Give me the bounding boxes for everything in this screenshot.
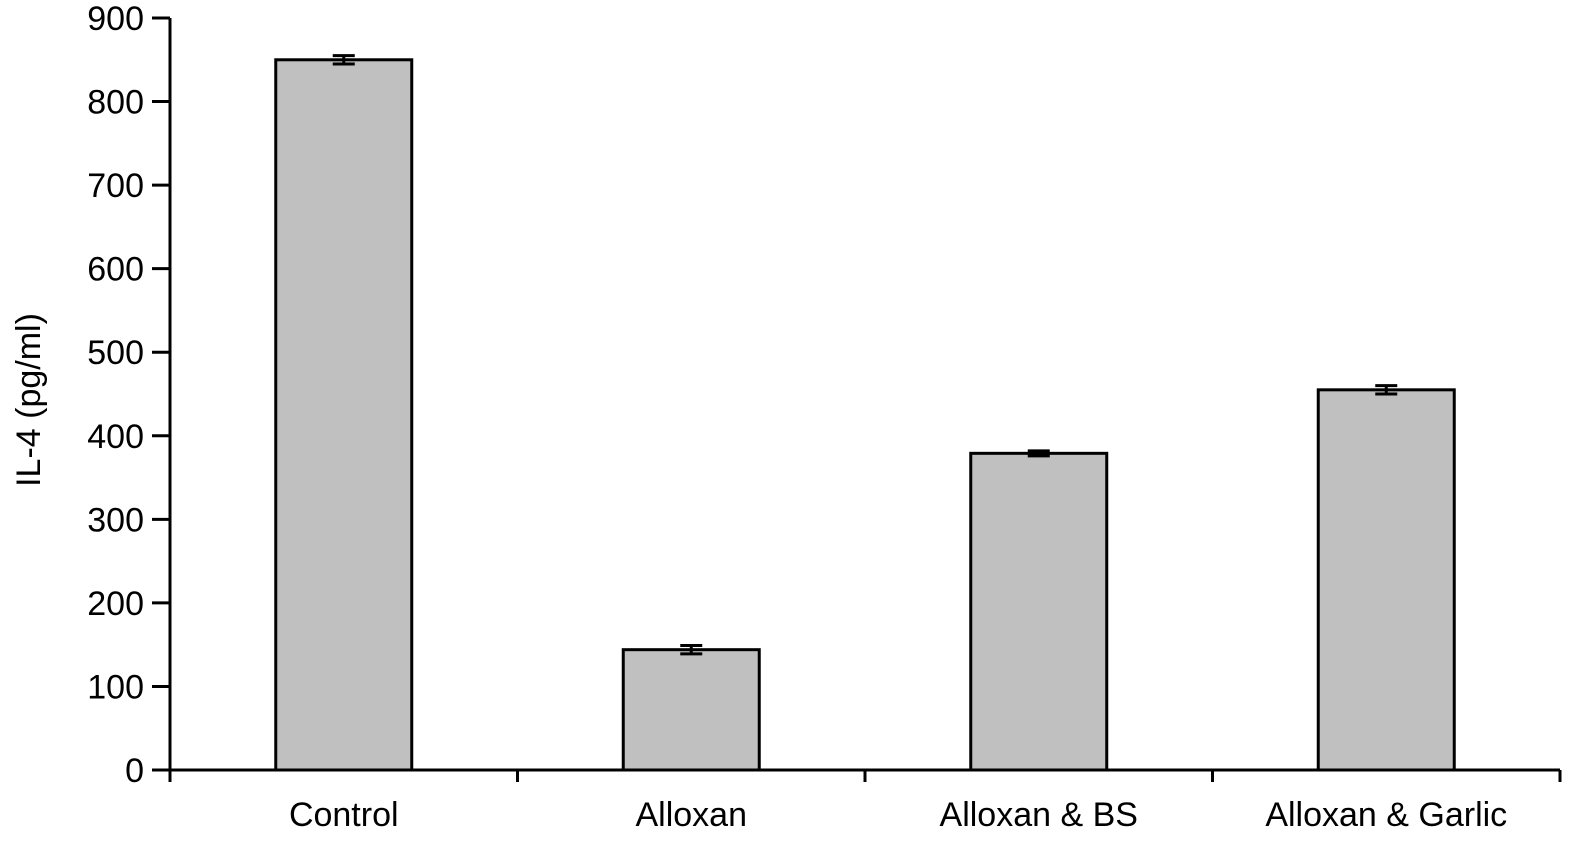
- y-tick-label-3: 300: [87, 501, 144, 539]
- bar-1: [621, 648, 761, 772]
- bar-3: [1316, 388, 1456, 772]
- x-tick-label-0: Control: [289, 796, 399, 834]
- y-tick-label-1: 100: [87, 668, 144, 706]
- x-tick-label-1: Alloxan: [635, 796, 747, 834]
- x-tick-label-2: Alloxan & BS: [940, 796, 1138, 834]
- error-bars-group: [332, 54, 1398, 656]
- x-tick-label-3: Alloxan & Garlic: [1265, 796, 1507, 834]
- y-tick-label-4: 400: [87, 418, 144, 456]
- y-tick-label-6: 600: [87, 251, 144, 289]
- bar-0: [274, 58, 414, 772]
- y-tick-label-7: 700: [87, 167, 144, 205]
- y-tick-label-2: 200: [87, 585, 144, 623]
- bar-2: [969, 451, 1109, 772]
- x-tick-labels: Control Alloxan Alloxan & BS Alloxan & Garl…: [289, 796, 1507, 834]
- y-axis-title: IL-4 (pg/ml): [10, 313, 48, 487]
- y-tick-label-8: 800: [87, 84, 144, 122]
- axes-group: [152, 16, 1562, 782]
- y-tick-label-9: 900: [87, 0, 144, 38]
- y-tick-label-0: 0: [125, 752, 144, 790]
- bars-group: [274, 58, 1456, 772]
- y-tick-label-5: 500: [87, 334, 144, 372]
- y-tick-labels: 0 100 200 300 400 500 600 700 800 900: [87, 0, 144, 790]
